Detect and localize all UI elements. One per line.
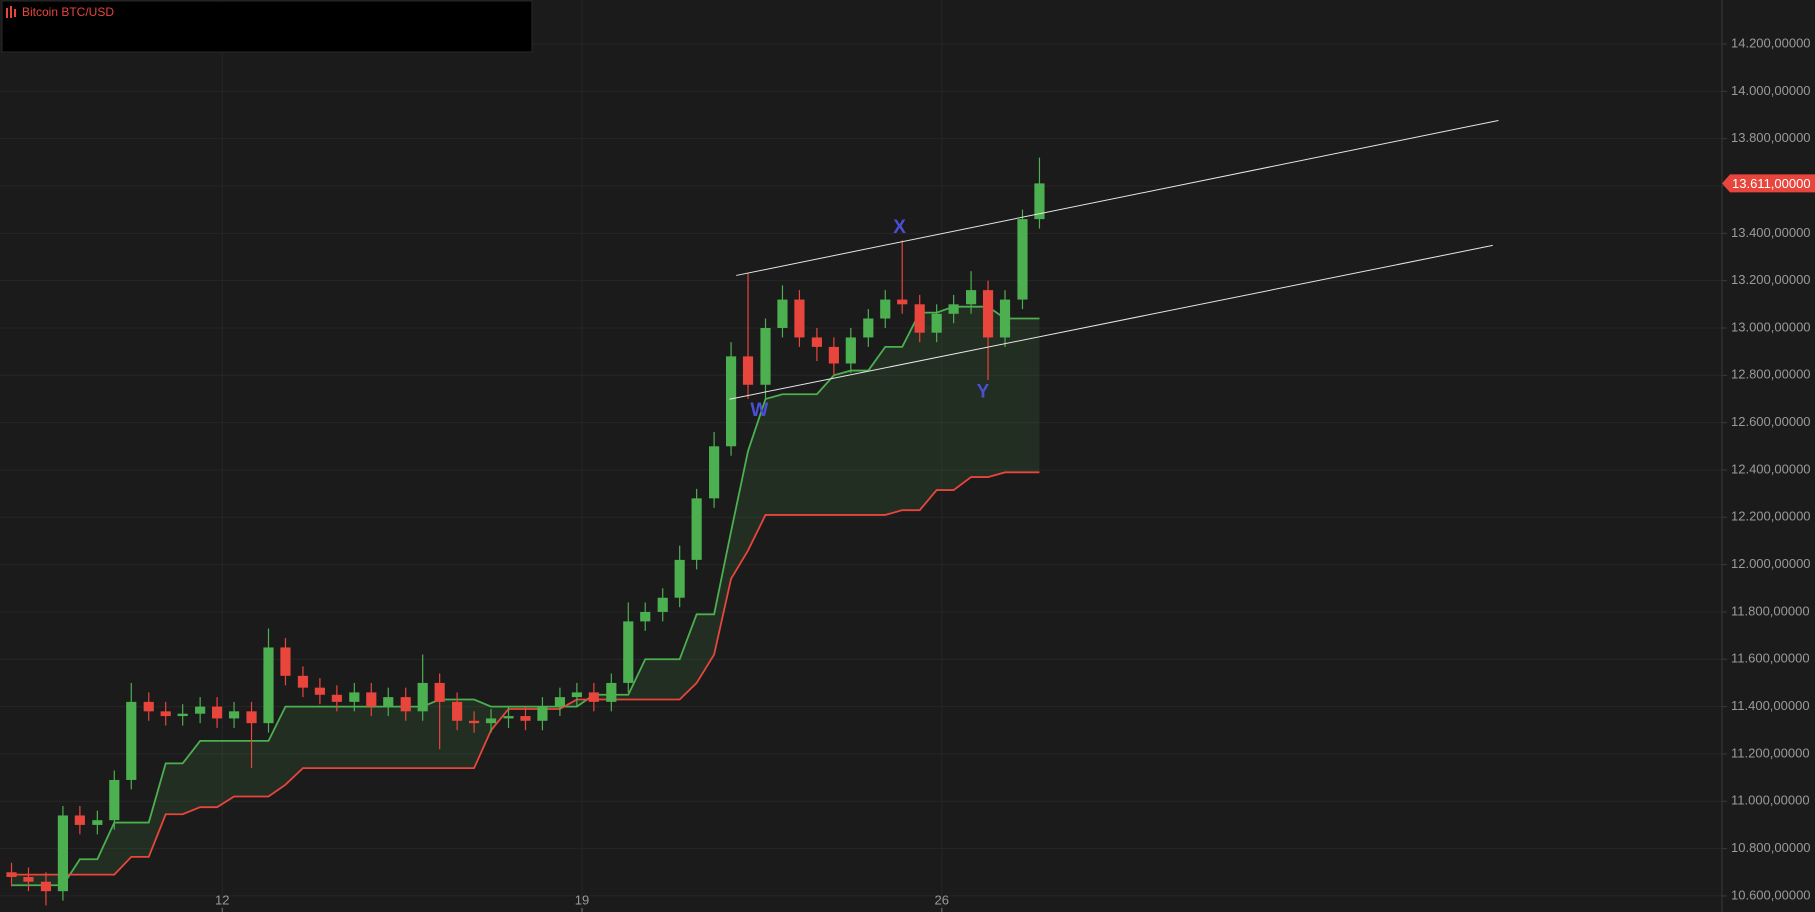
y-tick-label: 12.200,00000 [1731, 509, 1811, 524]
candle-body [1017, 219, 1028, 300]
candle-body [400, 697, 411, 712]
candle-body [674, 559, 685, 598]
candle-body [92, 820, 103, 825]
price-axis: 10.600,00000 10.800,00000 11.000,00000 11.2… [215, 35, 1815, 912]
y-tick-label: 11.000,00000 [1731, 793, 1810, 808]
candle-body [571, 692, 582, 698]
candle-body [434, 682, 445, 702]
candle-body [126, 701, 137, 780]
last-price-label: 13.611,00000 [1732, 176, 1811, 191]
candle-body [657, 597, 668, 612]
candle-body [246, 711, 257, 724]
wave-label: Y [977, 381, 990, 402]
candle-body [691, 498, 702, 560]
candle-body [811, 337, 822, 347]
candle-body [537, 706, 548, 721]
candle-body [640, 611, 651, 622]
candle-body [195, 706, 206, 714]
y-tick-label: 12.000,00000 [1731, 556, 1811, 571]
candle-body [417, 682, 428, 712]
candle-body [280, 647, 291, 676]
trend-line [729, 244, 1493, 400]
candle-body [914, 304, 925, 333]
candle-body [349, 692, 360, 702]
candle-body [966, 290, 977, 305]
candle-body [366, 692, 377, 707]
candle-body [623, 621, 634, 683]
candle-body [725, 356, 737, 447]
candle-body [1034, 183, 1045, 220]
candle-body [485, 718, 497, 724]
symbol-icon [6, 6, 16, 18]
candle-body [177, 713, 188, 717]
band-area [11, 306, 1040, 886]
candle-body [297, 675, 309, 688]
candle-body [554, 697, 566, 707]
candle-body [606, 682, 617, 702]
trend-line [736, 119, 1499, 276]
candle-body [845, 337, 856, 364]
candle-body [828, 346, 839, 364]
candle-body [57, 815, 68, 892]
y-tick-label: 11.600,00000 [1731, 651, 1810, 666]
chart-title: Bitcoin BTC/USD [22, 5, 114, 19]
candle-body [383, 697, 394, 707]
legend-box [1, 0, 533, 53]
candle-body [503, 716, 514, 719]
candle-body [880, 299, 891, 319]
last-price-tag [1722, 174, 1815, 193]
y-tick-label: 13.400,00000 [1731, 225, 1811, 240]
candle-body [143, 701, 154, 712]
candle-body [777, 299, 788, 328]
candle-body [709, 446, 720, 499]
y-tick-label: 11.200,00000 [1731, 745, 1810, 760]
candle-body [948, 304, 959, 314]
grid [0, 0, 1722, 912]
y-tick-label: 11.400,00000 [1731, 698, 1810, 713]
candle-body [74, 815, 85, 825]
y-tick-label: 13.800,00000 [1731, 130, 1811, 145]
candle-body [794, 299, 805, 338]
candle-body [160, 711, 171, 717]
candle-body [588, 692, 599, 702]
candle-body [760, 327, 771, 385]
candle-body [228, 711, 240, 719]
candle-body [520, 716, 531, 721]
y-tick-label: 10.600,00000 [1731, 887, 1811, 902]
y-tick-label: 10.800,00000 [1731, 840, 1811, 855]
x-tick-label: 26 [935, 892, 949, 907]
candle-body [109, 779, 120, 821]
candle-body [982, 290, 994, 338]
y-tick-label: 13.000,00000 [1731, 319, 1811, 334]
candle-body [897, 299, 908, 305]
y-tick-label: 13.200,00000 [1731, 272, 1811, 287]
y-tick-label: 14.200,00000 [1731, 35, 1811, 50]
y-tick-label: 12.400,00000 [1731, 461, 1811, 476]
candle-body [263, 647, 274, 724]
y-tick-label: 14.000,00000 [1731, 83, 1811, 98]
plot-area: W X Y [6, 119, 1499, 906]
y-tick-label: 12.800,00000 [1731, 367, 1811, 382]
candle-body [40, 881, 52, 892]
candle-body [742, 356, 754, 385]
y-tick-label: 11.800,00000 [1731, 603, 1810, 618]
candle-body [6, 872, 17, 877]
x-tick-label: 12 [215, 892, 229, 907]
wave-label: W [750, 400, 768, 421]
candle-body [468, 720, 480, 724]
x-tick-label: 19 [575, 892, 589, 907]
candle-body [452, 701, 463, 721]
candle-body [863, 318, 874, 338]
y-tick-label: 12.600,00000 [1731, 414, 1811, 429]
candle-body [331, 694, 342, 702]
candle-body [999, 299, 1011, 338]
candle-body [314, 687, 325, 695]
candle-body [212, 706, 223, 719]
candle-body [23, 876, 34, 882]
wave-label: X [893, 217, 906, 238]
candle-body [931, 313, 942, 333]
